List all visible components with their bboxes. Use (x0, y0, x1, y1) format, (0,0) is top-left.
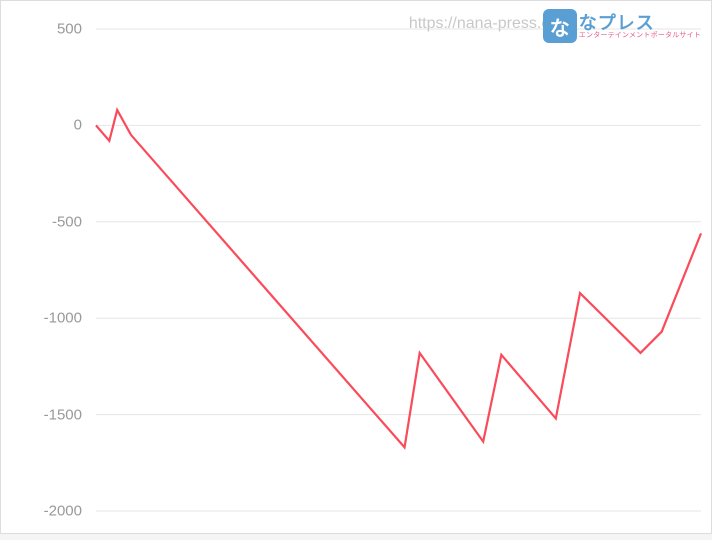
y-axis-label: -500 (52, 213, 82, 230)
logo-text: なプレス エンターテインメントポータルサイト (579, 14, 701, 39)
logo-badge: な (543, 9, 577, 43)
y-axis-label: -1000 (44, 310, 82, 327)
logo-sub-text: エンターテインメントポータルサイト (579, 32, 701, 39)
logo-main-text: なプレス (579, 14, 701, 32)
chart-container: https://nana-press.com/ な なプレス エンターテインメン… (0, 0, 712, 534)
line-series (96, 110, 701, 447)
y-axis-label: 0 (74, 117, 82, 134)
y-axis-label: 500 (57, 21, 82, 38)
y-axis-label: -1500 (44, 406, 82, 423)
chart-svg (1, 1, 712, 535)
y-axis-label: -2000 (44, 503, 82, 520)
logo: な なプレス エンターテインメントポータルサイト (543, 9, 701, 43)
